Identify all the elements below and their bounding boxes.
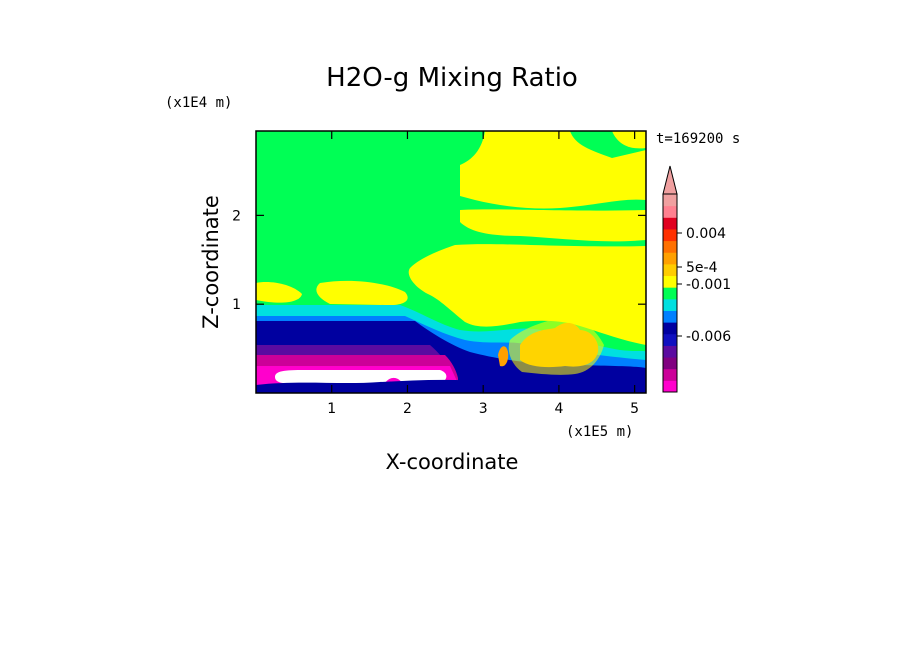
chart-title: H2O-g Mixing Ratio [326, 63, 578, 93]
colorbar-swatch [663, 217, 677, 230]
contour-peak-small [498, 346, 509, 367]
colorbar-swatch [663, 287, 677, 300]
contour-high-upper [460, 131, 646, 209]
colorbar [662, 165, 678, 393]
x-tick-label: 3 [479, 401, 488, 417]
contour-high-band-a [612, 131, 646, 149]
colorbar-swatch [663, 380, 677, 393]
colorbar-swatch [663, 322, 677, 335]
contour-high-band-b [460, 209, 646, 242]
contour-high-mid [316, 280, 408, 306]
contour-high-main [408, 244, 646, 345]
colorbar-frame [662, 193, 678, 393]
x-axis: 1 2 3 4 5 [327, 131, 639, 417]
y-tick-label: 1 [232, 297, 241, 313]
contour-high-left [256, 282, 302, 303]
colorbar-swatch [663, 368, 677, 381]
contour-peak-edge [508, 317, 604, 375]
y-tick-label: 2 [232, 208, 241, 224]
colorbar-extend-arrow [662, 165, 678, 195]
colorbar-swatch [663, 263, 677, 277]
y-axis-label: Z-coordinate [199, 195, 223, 329]
colorbar-swatch [663, 194, 677, 207]
colorbar-label: 5e-4 [686, 260, 718, 276]
contour-field [256, 131, 646, 393]
colorbar-swatch [663, 252, 677, 265]
colorbar-swatch [663, 228, 677, 242]
time-label: t=169200 s [656, 131, 740, 147]
colorbar-labels: 0.004 5e-4-0.001 -0.006 [677, 226, 731, 345]
x-unit-label: (x1E5 m) [566, 424, 633, 440]
x-tick-label: 1 [327, 401, 336, 417]
colorbar-swatch [663, 205, 677, 218]
y-axis: 12 [232, 208, 646, 313]
colorbar-swatch [663, 333, 677, 346]
plot-frame [255, 130, 647, 394]
x-axis-label: X-coordinate [386, 450, 519, 474]
colorbar-swatch [663, 275, 677, 288]
colorbar-label: -0.001 [686, 277, 731, 293]
x-tick-label: 5 [630, 401, 639, 417]
colorbar-swatch [663, 310, 677, 323]
x-tick-label: 4 [554, 401, 563, 417]
colorbar-label: -0.006 [686, 329, 731, 345]
x-tick-label: 2 [403, 401, 412, 417]
colorbar-swatch [663, 345, 677, 358]
colorbar-swatch [663, 240, 677, 253]
colorbar-label: 0.004 [686, 226, 726, 242]
colorbar-swatch [663, 298, 677, 311]
contour-bottom-navy [256, 379, 646, 393]
colorbar-swatch [663, 357, 677, 370]
contour-blank-region [275, 370, 447, 384]
y-unit-label: (x1E4 m) [165, 95, 232, 111]
